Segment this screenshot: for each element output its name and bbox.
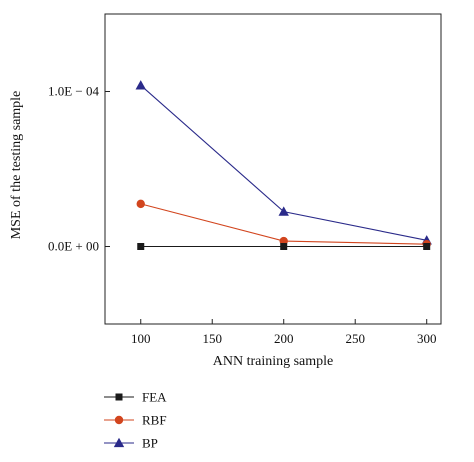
legend-item-bp: BP (104, 436, 158, 451)
data-point-bp (135, 80, 146, 90)
y-tick-label: 1.0E − 04 (48, 84, 100, 99)
data-point-rbf (136, 199, 145, 209)
legend-item-fea: FEA (104, 390, 167, 405)
data-point-fea (137, 243, 145, 250)
axis-ticks: 100 150 200 250 300 0.0E + 00 1.0E − 04 (48, 84, 436, 347)
legend-marker-rbf (114, 415, 124, 425)
series-fea (137, 243, 431, 250)
plot-area (104, 13, 442, 325)
series-bp (135, 80, 432, 245)
x-tick-label: 200 (274, 331, 294, 346)
legend-marker-bp (113, 437, 125, 448)
y-tick-label: 0.0E + 00 (48, 239, 99, 254)
x-tick-label: 150 (202, 331, 222, 346)
data-point-fea (280, 243, 288, 250)
x-tick-label: 250 (345, 331, 365, 346)
legend-marker-fea (115, 393, 123, 401)
series-area (135, 80, 432, 250)
data-point-bp (278, 206, 289, 216)
plot-frame (104, 13, 442, 325)
series-line-bp (140, 84, 427, 241)
legend-label-fea: FEA (142, 390, 167, 405)
x-tick-label: 100 (131, 331, 151, 346)
x-tick-label: 300 (417, 331, 437, 346)
legend-label-bp: BP (142, 436, 158, 451)
data-point-fea (423, 243, 431, 250)
legend-label-rbf: RBF (142, 413, 167, 428)
legend-item-rbf: RBF (104, 413, 167, 428)
legend: FEA RBF BP (104, 390, 167, 451)
x-axis-label: ANN training sample (213, 354, 334, 369)
y-axis-label: MSE of the testing sample (9, 91, 24, 240)
